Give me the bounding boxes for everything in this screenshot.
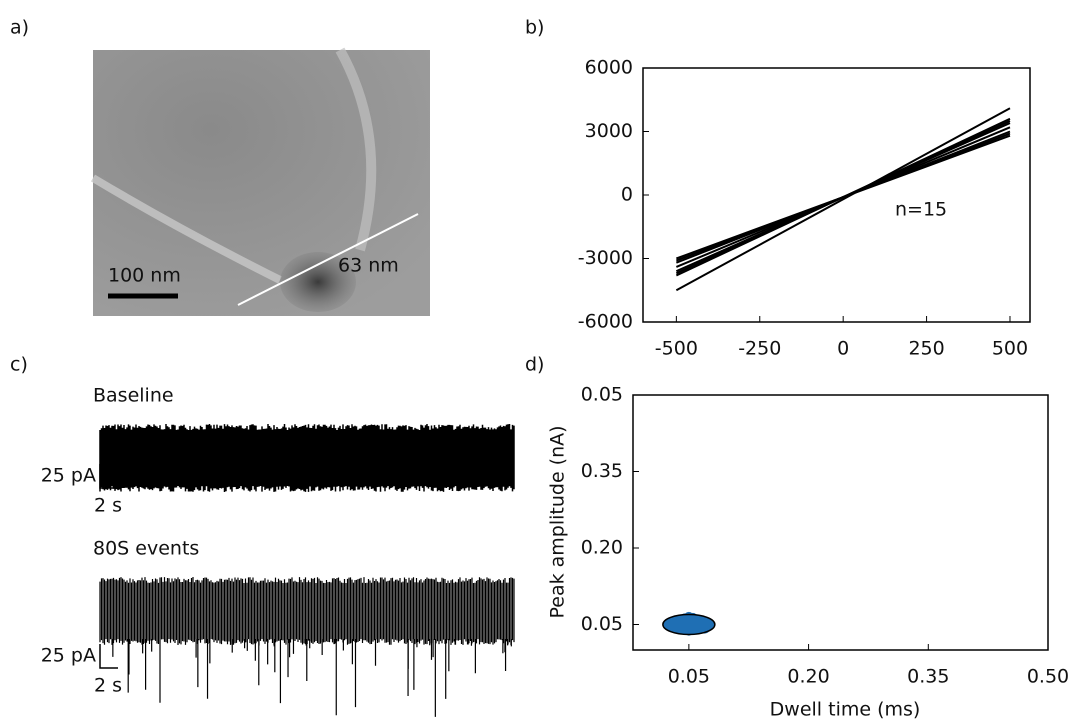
measure-line — [237, 213, 419, 306]
y-tick-label: 0 — [621, 184, 633, 206]
x-tick-label: 0 — [837, 338, 849, 360]
x-tick-label: 0.20 — [787, 666, 829, 688]
y-tick-label: 0.05 — [581, 613, 623, 635]
x-tick-label: 0.50 — [1027, 666, 1069, 688]
x-tick-label: -250 — [738, 338, 781, 360]
scale-bar — [99, 644, 118, 669]
panel-label: c) — [10, 354, 28, 376]
current-trace — [99, 577, 515, 717]
trace-label: 80S events — [93, 538, 199, 560]
trace-label: Baseline — [93, 385, 174, 407]
y-tick-label: 0.05 — [581, 384, 623, 406]
x-tick-label: 500 — [992, 338, 1028, 360]
edge — [90, 174, 282, 284]
x-tick-label: 0.35 — [907, 666, 949, 688]
x-tick-label: 0.05 — [668, 666, 710, 688]
current-scale: 25 pA — [41, 645, 96, 667]
y-tick-label: 0.20 — [581, 537, 623, 559]
annotation: n=15 — [895, 199, 947, 221]
panel-label: b) — [525, 17, 544, 39]
y-tick-label: 3000 — [585, 120, 633, 142]
iv-line — [676, 134, 1011, 260]
y-tick-label: -6000 — [578, 311, 633, 333]
panel-label: a) — [10, 17, 29, 39]
panel-label: d) — [525, 354, 544, 376]
cluster-outline — [662, 613, 716, 636]
y-axis-label: Peak amplitude (nA) — [547, 425, 569, 618]
y-tick-label: 0.35 — [581, 460, 623, 482]
scale-label: 100 nm — [108, 265, 181, 287]
time-scale: 2 s — [94, 495, 122, 517]
current-scale: 25 pA — [41, 465, 96, 487]
y-tick-label: 6000 — [585, 57, 633, 79]
plot-frame — [642, 67, 1031, 323]
x-axis-label: Dwell time (ms) — [770, 699, 921, 721]
x-tick-label: 250 — [908, 338, 944, 360]
x-tick-label: -500 — [655, 338, 698, 360]
plot-frame — [632, 394, 1049, 651]
measure-label: 63 nm — [338, 255, 399, 277]
current-trace — [99, 424, 515, 492]
time-scale: 2 s — [94, 675, 122, 697]
iv-line — [675, 107, 1011, 292]
pore — [280, 252, 356, 312]
y-tick-label: -3000 — [578, 247, 633, 269]
edge — [335, 47, 377, 252]
scale-bar — [99, 464, 118, 489]
